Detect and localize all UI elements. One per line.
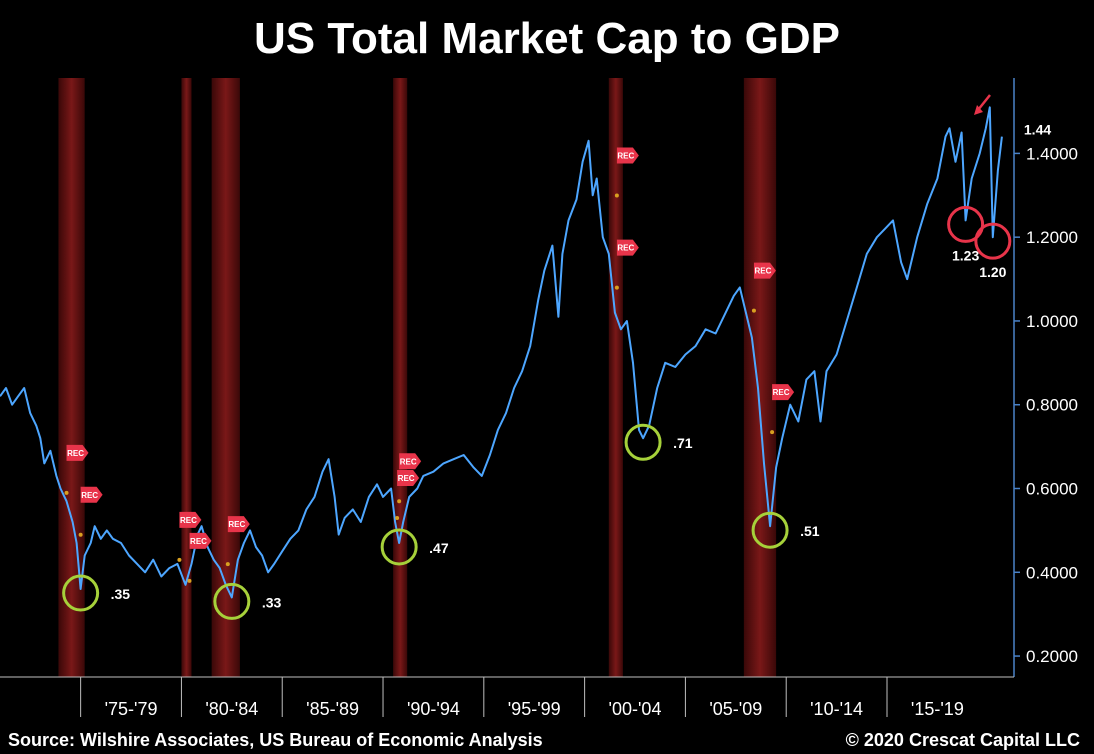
rec-flag-dot bbox=[614, 193, 619, 198]
rec-flag-label: REC bbox=[228, 520, 245, 529]
y-tick-label-0: 0.2000 bbox=[1026, 647, 1078, 666]
rec-flag-shape bbox=[80, 486, 103, 503]
series-line-0 bbox=[0, 106, 1003, 599]
rec-flag-10: REC bbox=[770, 384, 795, 435]
rec-flag-shape bbox=[397, 470, 420, 487]
rec-flag-dot bbox=[64, 490, 69, 495]
rec-flag-5: REC bbox=[397, 453, 422, 504]
rec-flag-label: REC bbox=[617, 151, 634, 160]
rec-flag-dot bbox=[751, 308, 756, 313]
rec-flag-label: REC bbox=[773, 388, 790, 397]
copyright-footnote: © 2020 Crescat Capital LLC bbox=[845, 730, 1080, 750]
recession-band-2 bbox=[211, 78, 240, 677]
x-period-label-6: '05-'09 bbox=[709, 699, 762, 719]
rec-flag-shape bbox=[189, 532, 212, 549]
source-footnote: Source: Wilshire Associates, US Bureau o… bbox=[8, 730, 543, 750]
rec-flags: REC REC REC REC REC REC REC REC REC REC REC bbox=[64, 147, 795, 583]
rec-flag-dot bbox=[225, 562, 230, 567]
axes: 0.2000 0.4000 0.6000 0.8000 1.0000 1.2000 1.40… bbox=[0, 78, 1078, 719]
rec-flag-shape bbox=[753, 262, 776, 279]
annotation-label-2: .47 bbox=[429, 540, 449, 556]
x-period-label-8: '15-'19 bbox=[911, 699, 964, 719]
rec-flag-1: REC bbox=[78, 486, 103, 537]
x-period-label-4: '95-'99 bbox=[508, 699, 561, 719]
rec-flag-label: REC bbox=[190, 537, 207, 546]
rec-flag-dot bbox=[177, 557, 182, 562]
pointer-arrow-head bbox=[974, 105, 983, 115]
series-line-group bbox=[0, 106, 1003, 599]
annotation-label-0: .35 bbox=[111, 586, 131, 602]
rec-flag-label: REC bbox=[755, 267, 772, 276]
rec-flag-label: REC bbox=[617, 244, 634, 253]
rec-flag-label: REC bbox=[180, 516, 197, 525]
annotation-circle-4 bbox=[751, 511, 789, 549]
rec-flag-label: REC bbox=[67, 449, 84, 458]
rec-flag-shape bbox=[66, 444, 89, 461]
rec-flag-label: REC bbox=[400, 457, 417, 466]
x-period-label-1: '80-'84 bbox=[205, 699, 258, 719]
arrow-group bbox=[974, 94, 991, 115]
rec-flag-shape bbox=[616, 147, 639, 164]
y-tick-label-6: 1.4000 bbox=[1026, 144, 1078, 163]
rec-flag-shape bbox=[616, 239, 639, 256]
rec-flag-dot bbox=[770, 430, 775, 435]
x-period-label-3: '90-'94 bbox=[407, 699, 460, 719]
rec-flag-4: REC bbox=[225, 516, 250, 567]
annotation-label-4: .51 bbox=[800, 523, 820, 539]
rec-flag-dot bbox=[187, 578, 192, 583]
pointer-arrow bbox=[977, 94, 991, 111]
recession-band-4 bbox=[608, 78, 623, 677]
annotation-label-3: .71 bbox=[673, 435, 693, 451]
rec-flag-7: REC bbox=[614, 147, 639, 198]
rec-flag-6: REC bbox=[395, 470, 420, 521]
recession-band-5 bbox=[743, 78, 777, 677]
rec-flag-label: REC bbox=[81, 491, 98, 500]
x-period-label-5: '00-'04 bbox=[609, 699, 662, 719]
annotation-label-7: 1.44 bbox=[1024, 122, 1051, 138]
rec-flag-shape bbox=[772, 384, 795, 401]
rec-flag-shape bbox=[399, 453, 422, 470]
y-tick-label-3: 0.8000 bbox=[1026, 396, 1078, 415]
annotations: .35 .33 .47 .71 .51 1.231.20 1.44 bbox=[62, 122, 1051, 620]
y-tick-label-5: 1.2000 bbox=[1026, 228, 1078, 247]
recession-band-3 bbox=[393, 78, 408, 677]
rec-flag-label: REC bbox=[398, 474, 415, 483]
rec-flag-dot bbox=[395, 516, 400, 521]
annotation-circle-3 bbox=[624, 423, 662, 461]
y-tick-label-1: 0.4000 bbox=[1026, 563, 1078, 582]
annotation-label-6: 1.20 bbox=[979, 264, 1006, 280]
recession-band-1 bbox=[181, 78, 192, 677]
annotation-circle-2 bbox=[380, 528, 418, 566]
rec-flag-0: REC bbox=[64, 444, 89, 495]
rec-flag-dot bbox=[78, 532, 83, 537]
rec-flag-shape bbox=[227, 516, 250, 533]
y-tick-label-2: 0.6000 bbox=[1026, 480, 1078, 499]
annotation-circle-1 bbox=[213, 582, 251, 620]
annotation-circle-0 bbox=[62, 574, 100, 612]
rec-flag-2: REC bbox=[177, 511, 202, 562]
annotation-circle-5 bbox=[947, 205, 985, 243]
rec-flag-shape bbox=[179, 511, 202, 528]
rec-flag-dot bbox=[614, 285, 619, 290]
rec-flag-9: REC bbox=[751, 262, 776, 313]
rec-flag-8: REC bbox=[614, 239, 639, 290]
x-period-label-0: '75-'79 bbox=[105, 699, 158, 719]
chart-title: US Total Market Cap to GDP bbox=[254, 14, 840, 63]
rec-flag-3: REC bbox=[187, 532, 212, 583]
recession-bands bbox=[58, 78, 777, 677]
y-tick-label-4: 1.0000 bbox=[1026, 312, 1078, 331]
annotation-label-1: .33 bbox=[262, 594, 282, 610]
annotation-circle-6 bbox=[974, 222, 1012, 260]
x-period-label-7: '10-'14 bbox=[810, 699, 863, 719]
annotation-label-5: 1.23 bbox=[952, 247, 979, 263]
rec-flag-dot bbox=[397, 499, 402, 504]
x-period-label-2: '85-'89 bbox=[306, 699, 359, 719]
